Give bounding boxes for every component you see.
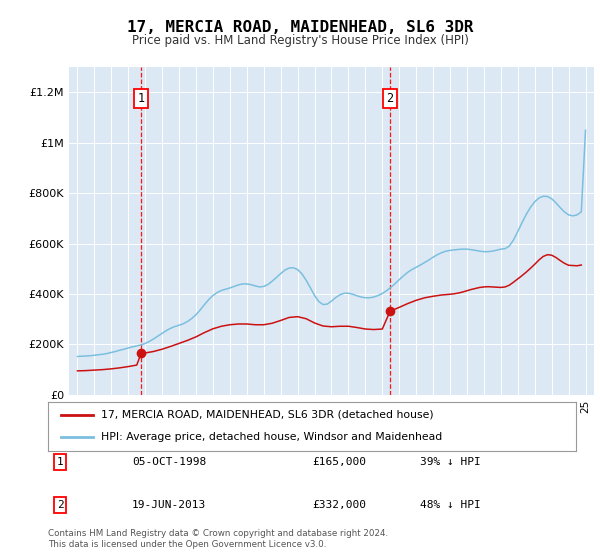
- Text: 2: 2: [56, 500, 64, 510]
- Text: 19-JUN-2013: 19-JUN-2013: [132, 500, 206, 510]
- Text: £165,000: £165,000: [312, 457, 366, 467]
- Text: 17, MERCIA ROAD, MAIDENHEAD, SL6 3DR: 17, MERCIA ROAD, MAIDENHEAD, SL6 3DR: [127, 20, 473, 35]
- Text: 1: 1: [56, 457, 64, 467]
- Text: HPI: Average price, detached house, Windsor and Maidenhead: HPI: Average price, detached house, Wind…: [101, 432, 442, 442]
- Text: 48% ↓ HPI: 48% ↓ HPI: [420, 500, 481, 510]
- Text: Contains HM Land Registry data © Crown copyright and database right 2024.
This d: Contains HM Land Registry data © Crown c…: [48, 529, 388, 549]
- Text: Price paid vs. HM Land Registry's House Price Index (HPI): Price paid vs. HM Land Registry's House …: [131, 34, 469, 46]
- Text: 1: 1: [137, 92, 145, 105]
- Text: 17, MERCIA ROAD, MAIDENHEAD, SL6 3DR (detached house): 17, MERCIA ROAD, MAIDENHEAD, SL6 3DR (de…: [101, 410, 433, 420]
- Text: 2: 2: [386, 92, 394, 105]
- Text: 05-OCT-1998: 05-OCT-1998: [132, 457, 206, 467]
- Text: £332,000: £332,000: [312, 500, 366, 510]
- Text: 39% ↓ HPI: 39% ↓ HPI: [420, 457, 481, 467]
